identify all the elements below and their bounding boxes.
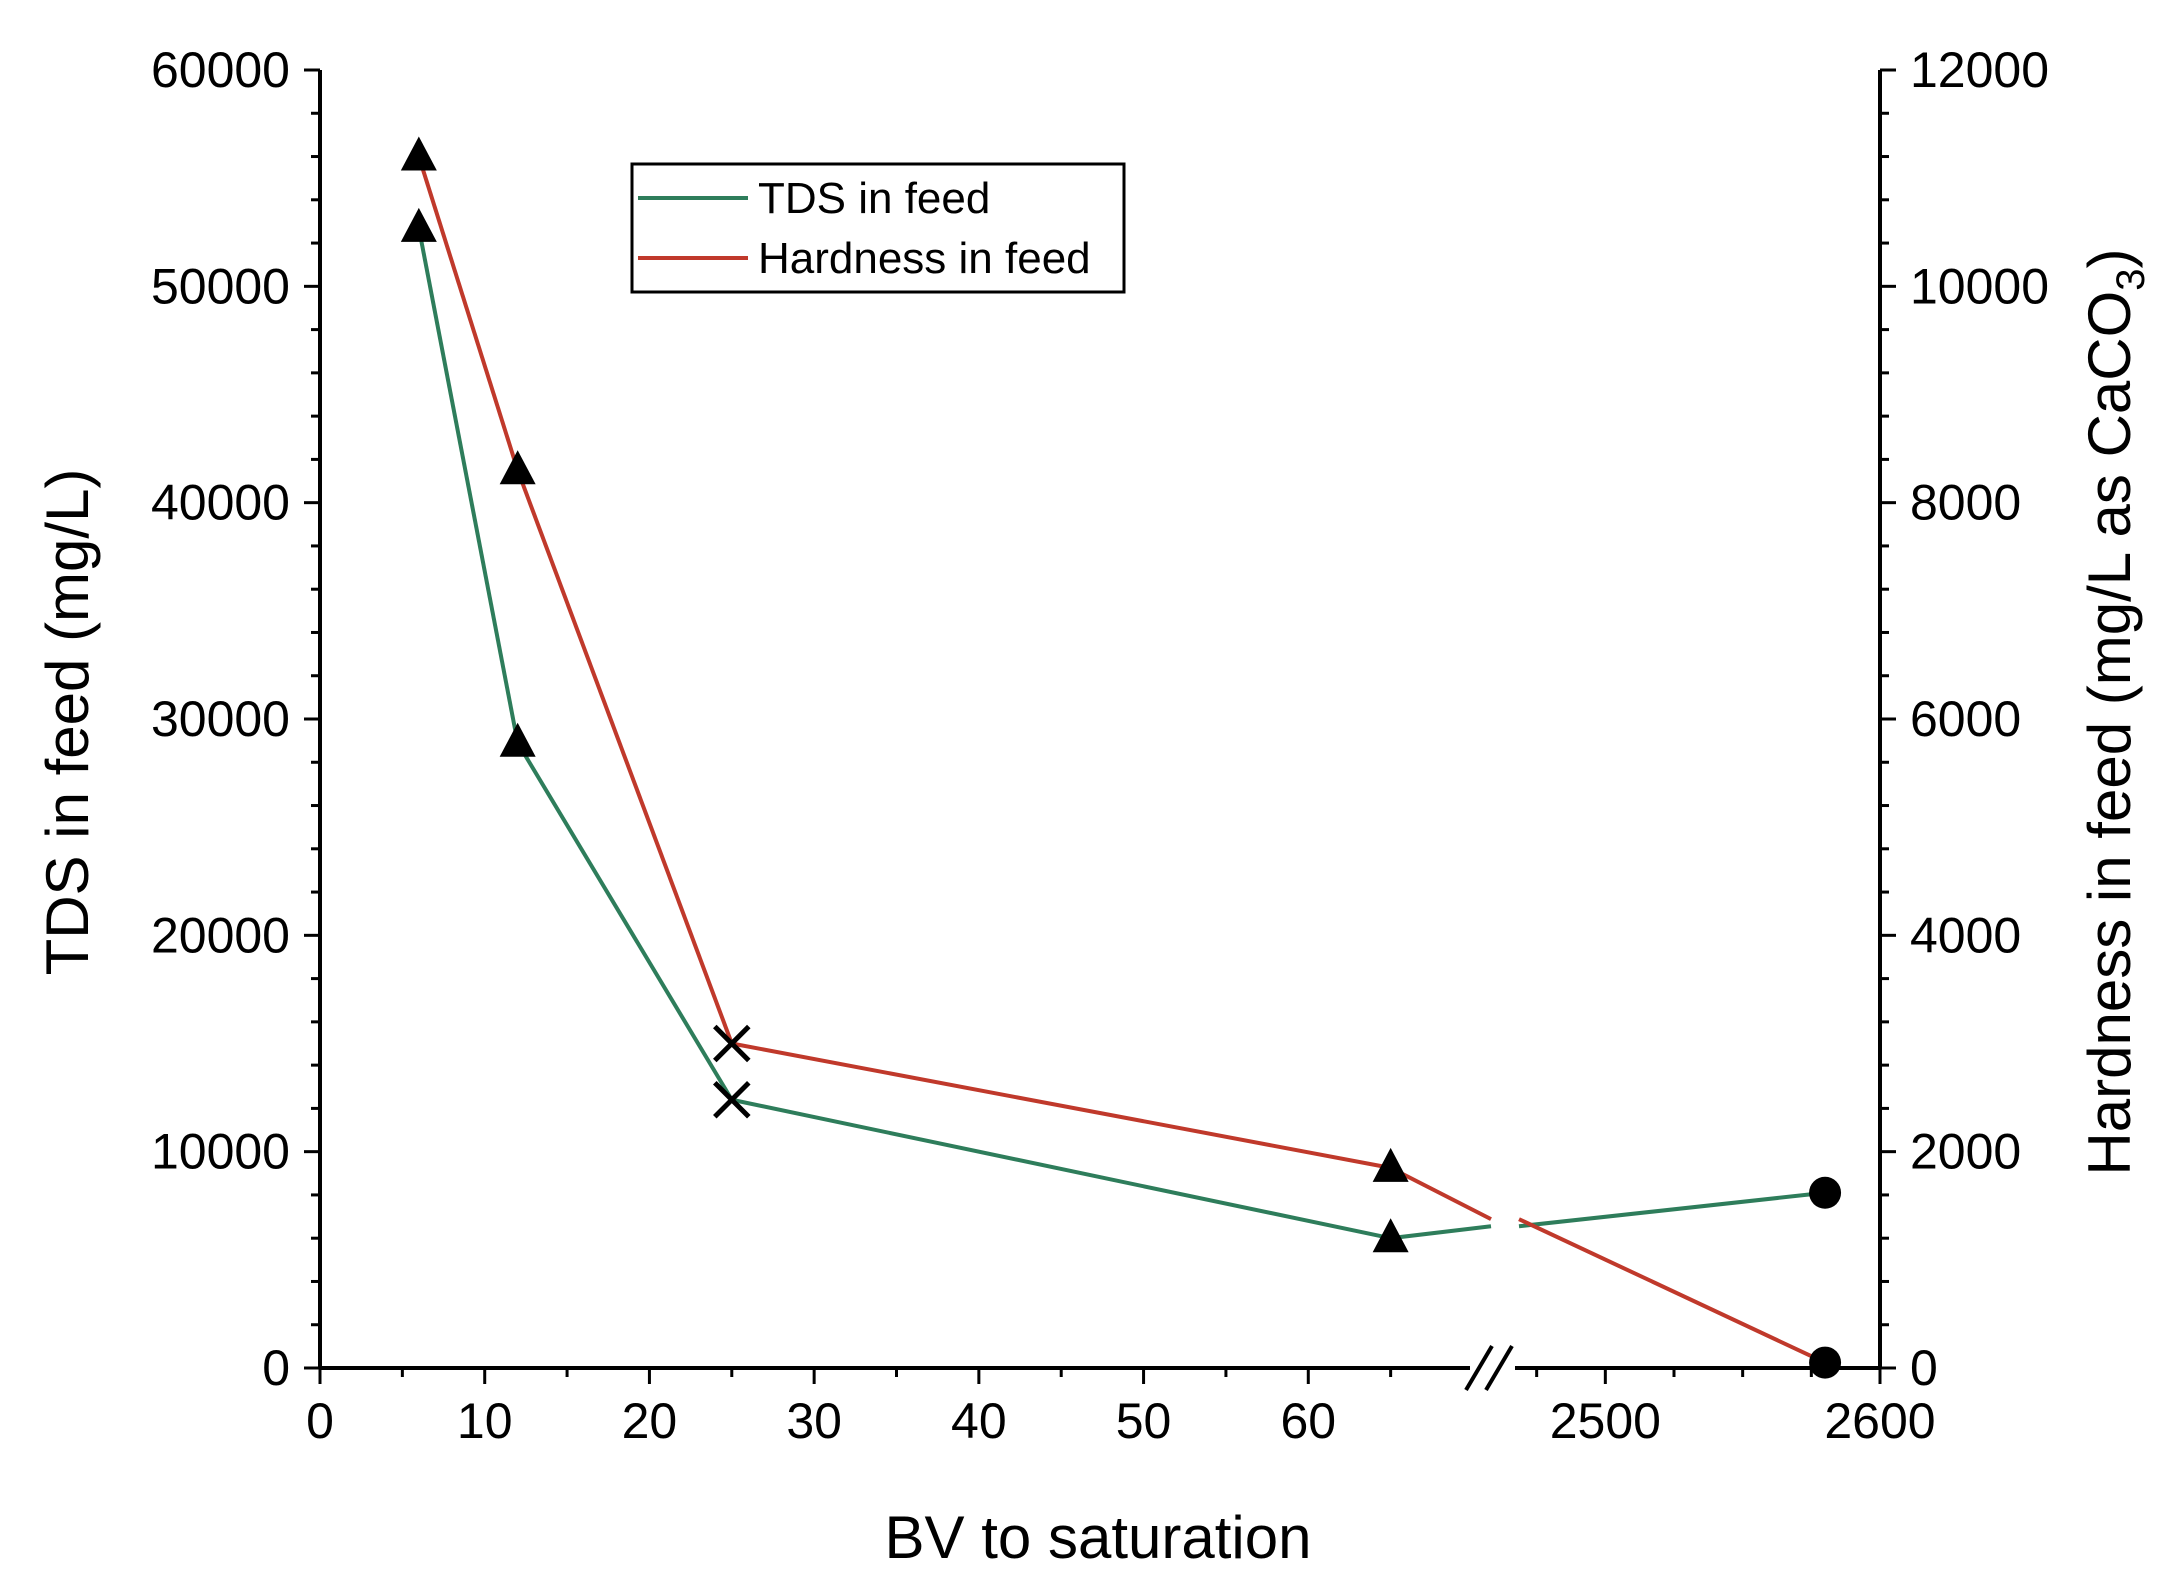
series-line-hardness <box>731 1041 1392 1170</box>
y-right-tick-label: 12000 <box>1910 42 2049 98</box>
series-line-tds <box>731 1097 1392 1241</box>
x-tick-label: 40 <box>951 1393 1007 1449</box>
y-axis-right-title-subscript: 3 <box>2109 268 2153 290</box>
legend-label-tds: TDS in feed <box>758 174 990 223</box>
x-tick-label: 30 <box>786 1393 842 1449</box>
marker-triangle-tds <box>1372 1218 1409 1253</box>
y-left-tick-label: 10000 <box>151 1124 290 1180</box>
legend-box <box>630 162 1126 294</box>
series-line-hardness <box>1389 1166 1492 1221</box>
y-left-tick-label: 0 <box>262 1340 290 1396</box>
series-line-hardness <box>416 155 520 471</box>
y-right-tick-label: 8000 <box>1910 475 2021 531</box>
x-tick-label: 60 <box>1280 1393 1336 1449</box>
x-tick-label: 20 <box>622 1393 678 1449</box>
marker-triangle-tds <box>499 722 536 757</box>
y-right-tick-label: 10000 <box>1910 258 2049 314</box>
y-left-tick-label: 30000 <box>151 691 290 747</box>
marker-circle-tds <box>1809 1176 1842 1209</box>
series-line-tds <box>515 741 734 1101</box>
marker-triangle-hardness <box>400 136 437 171</box>
data-markers <box>400 136 1842 1379</box>
y-right-tick-label: 2000 <box>1910 1124 2021 1180</box>
y-axis-left-title: TDS in feed (mg/L) <box>34 469 101 976</box>
x-tick-label: 2600 <box>1824 1393 1935 1449</box>
y-left-tick-label: 60000 <box>151 42 290 98</box>
legend: TDS in feed Hardness in feed <box>630 162 1126 294</box>
series-line-tds <box>416 227 520 744</box>
series-line-tds <box>1390 1224 1492 1241</box>
marker-x-stroke <box>713 1080 751 1119</box>
x-axis-title: BV to saturation <box>885 1504 1312 1571</box>
x-tick-label: 50 <box>1116 1393 1172 1449</box>
axis-break-slash-1 <box>1464 1344 1494 1392</box>
y-right-tick-label: 0 <box>1910 1340 1938 1396</box>
legend-label-hardness: Hardness in feed <box>758 234 1091 283</box>
y-left-tick-label: 20000 <box>151 907 290 963</box>
axis-break-slash-2 <box>1484 1344 1514 1392</box>
marker-x-tds <box>713 1080 751 1119</box>
x-tick-label: 2500 <box>1550 1393 1661 1449</box>
y-left-tick-label: 50000 <box>151 258 290 314</box>
x-tick-label: 0 <box>306 1393 334 1449</box>
y-axis-right-title: Hardness in feed (mg/L as CaCO3) <box>2076 248 2153 1175</box>
marker-triangle-hardness <box>499 450 536 485</box>
x-tick-label: 10 <box>457 1393 513 1449</box>
series-lines <box>416 155 1826 1365</box>
y-axis-right-title-suffix: ) <box>2076 248 2143 268</box>
marker-x-stroke <box>713 1024 751 1063</box>
y-axis-right-title-main: Hardness in feed (mg/L as CaCO <box>2076 291 2143 1176</box>
axis-break-mark <box>1464 1344 1514 1392</box>
marker-x-hardness <box>713 1024 751 1063</box>
y-left-tick-label: 40000 <box>151 475 290 531</box>
y-right-tick-label: 4000 <box>1910 907 2021 963</box>
marker-circle-hardness <box>1809 1346 1842 1379</box>
series-line-hardness <box>1518 1217 1826 1365</box>
series-line-tds <box>1518 1190 1826 1229</box>
y-right-tick-label: 6000 <box>1910 691 2021 747</box>
marker-triangle-tds <box>400 207 437 242</box>
axis-ticks: 0100002000030000400005000060000020004000… <box>151 42 2049 1449</box>
series-line-hardness <box>515 469 734 1045</box>
marker-triangle-hardness <box>1372 1147 1409 1182</box>
